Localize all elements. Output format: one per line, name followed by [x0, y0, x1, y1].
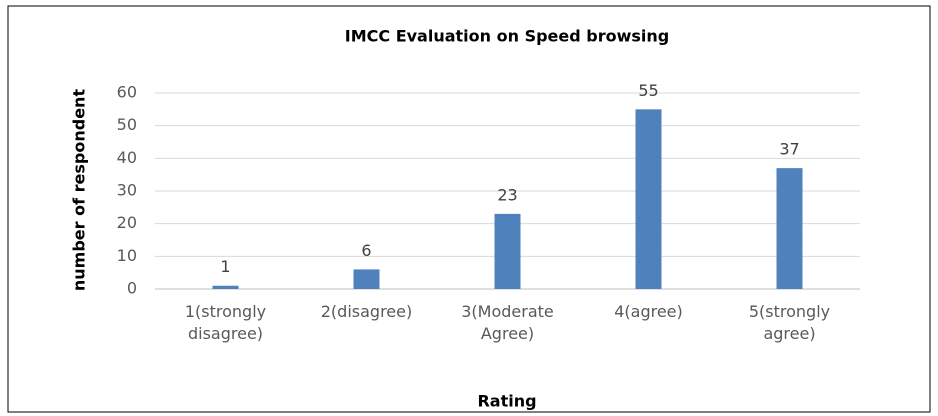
data-label: 1	[220, 257, 230, 276]
y-tick-label: 40	[117, 148, 137, 167]
y-axis-label: number of respondent	[70, 89, 89, 292]
x-axis-label: Rating	[477, 392, 536, 411]
y-tick-label: 30	[117, 181, 137, 200]
y-tick-label: 20	[117, 213, 137, 232]
data-label: 55	[638, 81, 658, 100]
bar	[494, 213, 521, 289]
x-tick-label: 4(agree)	[614, 302, 683, 321]
y-tick-label: 60	[117, 83, 137, 102]
x-tick-label: 5(strongly agree)	[748, 302, 831, 343]
chart-title: IMCC Evaluation on Speed browsing	[345, 27, 669, 46]
y-tick-label: 10	[117, 246, 137, 265]
x-tick-label: 3(Moderate Agree)	[461, 302, 554, 343]
bar	[353, 269, 380, 289]
x-tick-label: 1(strongly disagree)	[184, 302, 267, 343]
y-tick-label: 50	[117, 115, 137, 134]
data-label: 23	[497, 185, 517, 204]
bar	[212, 285, 239, 289]
data-label: 37	[779, 140, 799, 159]
bar	[776, 168, 803, 289]
chart-border	[7, 5, 931, 413]
bar	[635, 109, 662, 289]
data-label: 6	[361, 241, 371, 260]
x-tick-label: 2(disagree)	[320, 302, 413, 321]
y-tick-label: 0	[127, 279, 137, 298]
